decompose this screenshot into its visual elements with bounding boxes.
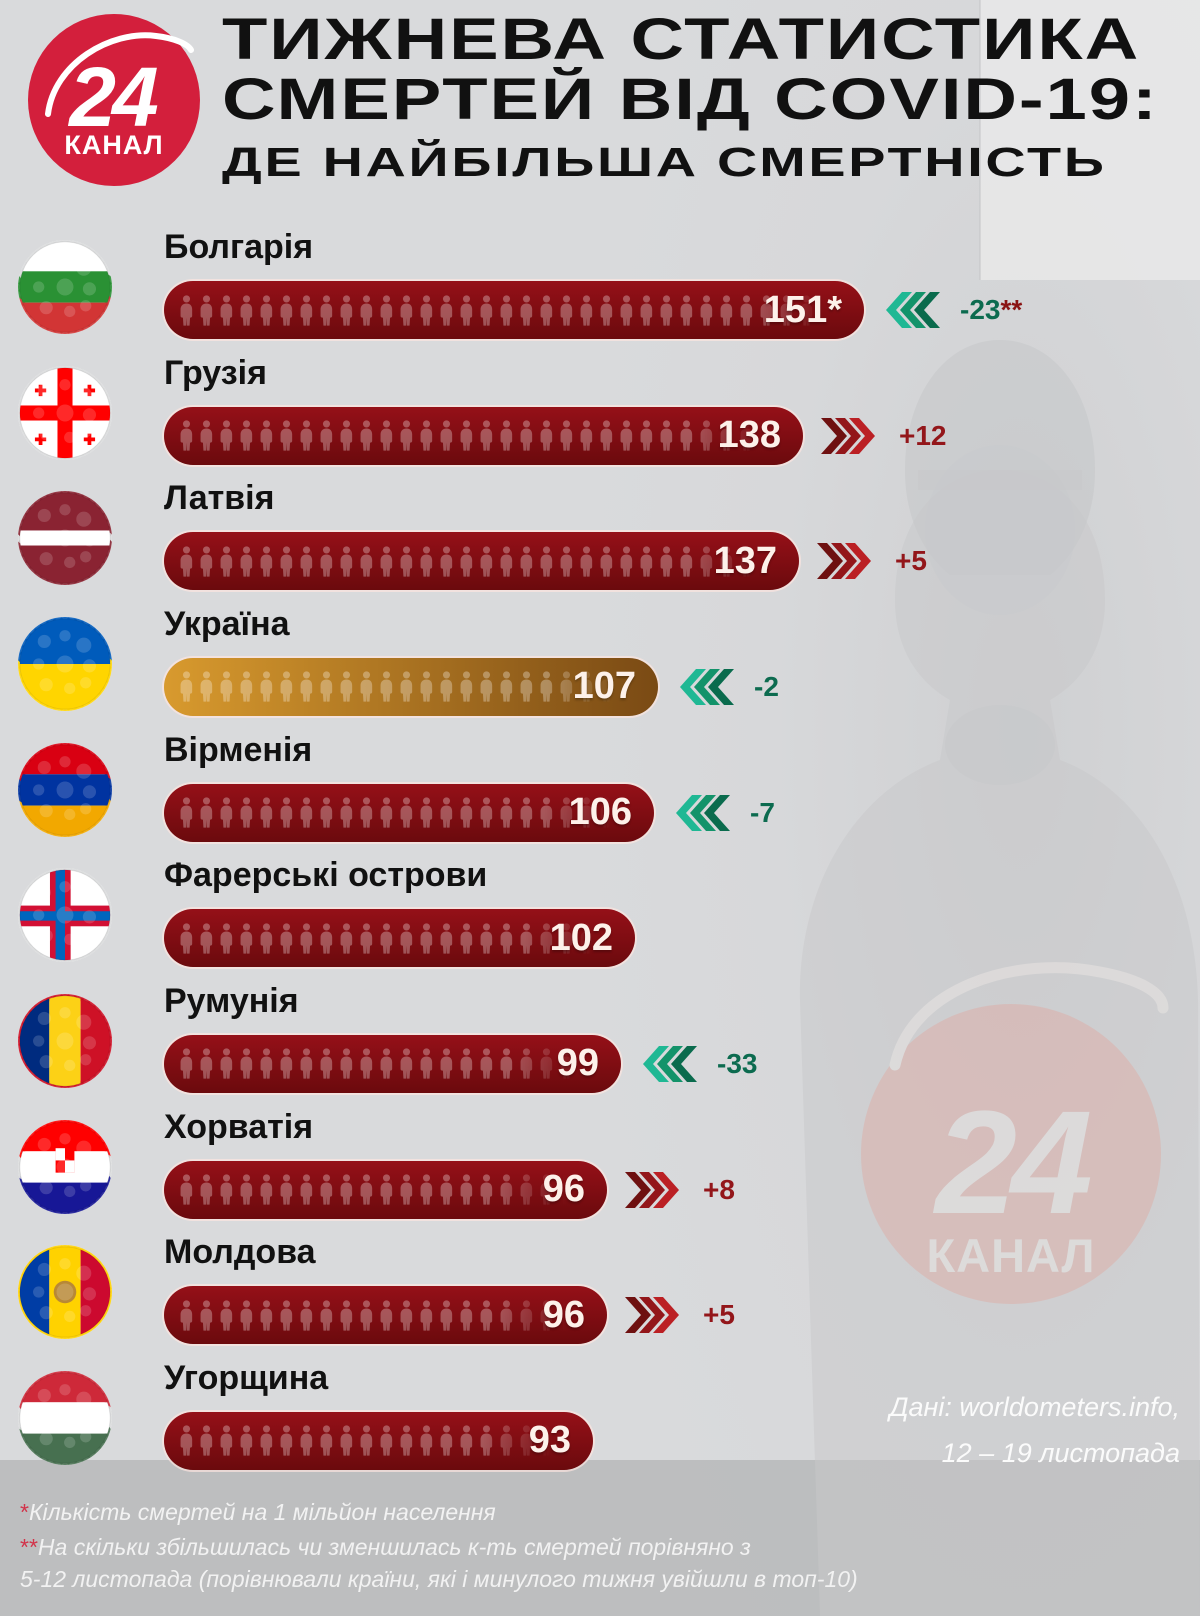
svg-text:КАНАЛ: КАНАЛ xyxy=(64,130,163,160)
